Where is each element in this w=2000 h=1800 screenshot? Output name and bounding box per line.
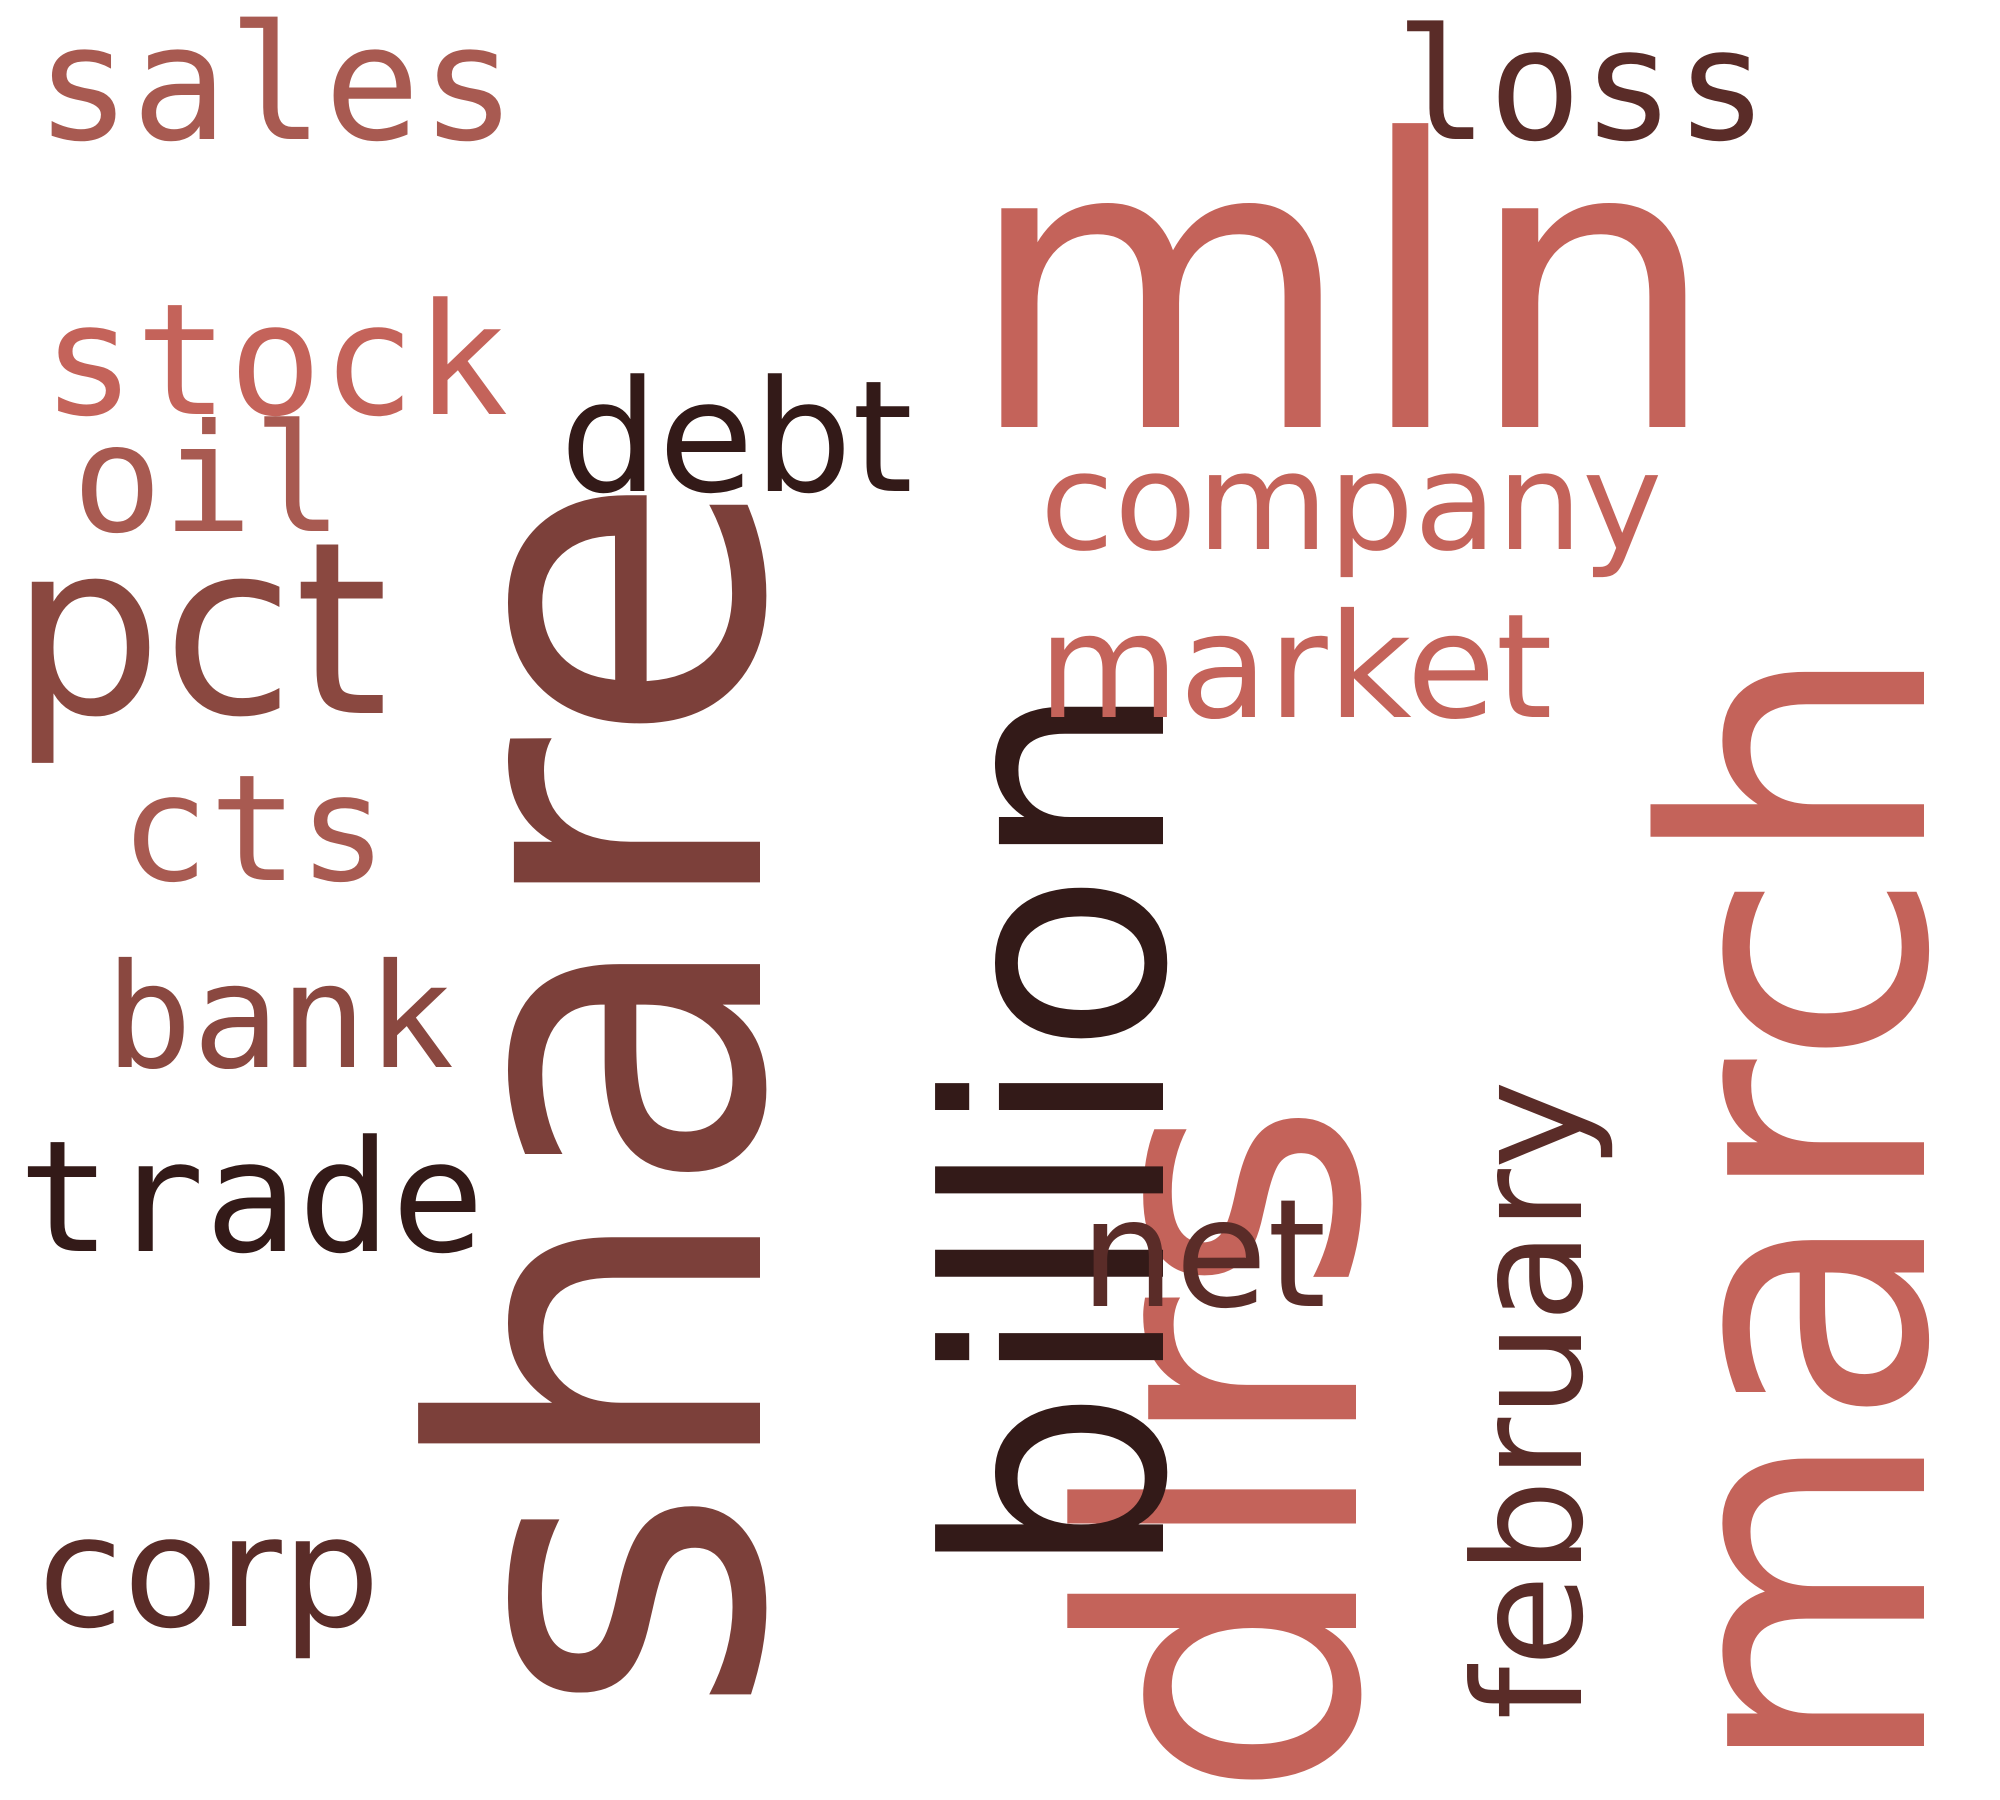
word-oil: oil [72, 393, 343, 567]
word-mln: mln [965, 57, 1720, 522]
word-market: market [1038, 583, 1553, 752]
word-debt: debt [560, 347, 913, 528]
word-trade: trade [18, 1107, 485, 1288]
word-pct: pct [10, 490, 389, 770]
word-company: company [1040, 424, 1663, 581]
word-march: march [1590, 641, 2000, 1779]
word-stock: stock [42, 270, 509, 451]
word-sales: sales [35, 0, 517, 177]
word-corp: corp [38, 1482, 381, 1663]
word-loss: loss [1395, 0, 1769, 176]
word-bank: bank [105, 933, 455, 1102]
word-february: february [1443, 1080, 1617, 1720]
word-cts: cts [120, 743, 388, 915]
word-net: net [1080, 1168, 1327, 1342]
